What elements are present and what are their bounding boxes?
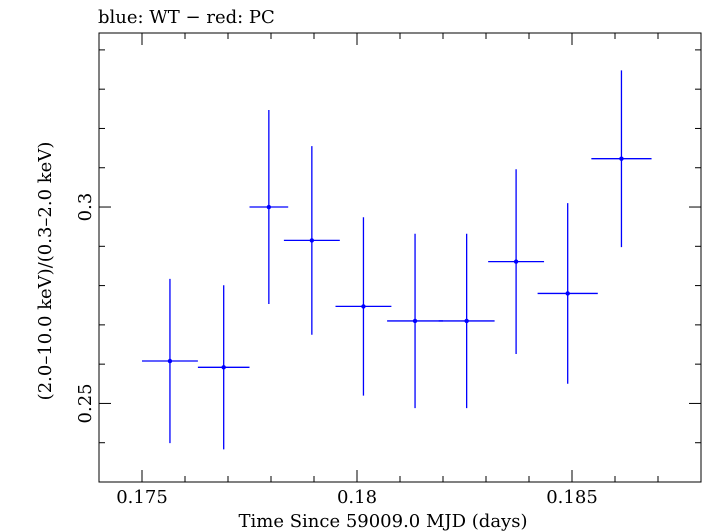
data-marker bbox=[619, 156, 624, 161]
x-tick-label: 0.185 bbox=[546, 487, 598, 508]
data-point bbox=[197, 285, 250, 450]
y-tick-label: 0.25 bbox=[75, 383, 96, 423]
x-axis-label: Time Since 59009.0 MJD (days) bbox=[238, 511, 527, 532]
data-marker bbox=[412, 318, 418, 324]
data-marker bbox=[513, 259, 519, 264]
x-tick-label: 0.18 bbox=[337, 487, 377, 508]
data-point bbox=[537, 203, 598, 384]
data-marker bbox=[309, 238, 315, 243]
data-marker bbox=[361, 304, 366, 309]
y-axis-ticks: 0.25 0.3 bbox=[75, 49, 701, 483]
data-marker bbox=[221, 365, 226, 370]
data-point bbox=[591, 70, 652, 248]
data-marker bbox=[464, 318, 469, 324]
data-series bbox=[142, 70, 652, 450]
data-point bbox=[488, 169, 545, 354]
chart-title: blue: WT − red: PC bbox=[98, 7, 275, 28]
y-tick-label: 0.3 bbox=[75, 193, 96, 222]
data-point bbox=[387, 233, 443, 409]
plot-frame bbox=[98, 32, 702, 483]
data-point bbox=[249, 109, 289, 305]
data-marker bbox=[565, 291, 570, 296]
data-point bbox=[438, 233, 495, 409]
data-marker bbox=[266, 204, 272, 210]
x-tick-label: 0.175 bbox=[116, 487, 168, 508]
data-marker bbox=[167, 358, 173, 364]
x-axis-ticks: 0.175 0.18 0.185 bbox=[98, 33, 702, 508]
data-point bbox=[142, 278, 198, 444]
data-point bbox=[335, 217, 392, 396]
data-point bbox=[283, 146, 340, 335]
y-axis-label: (2.0–10.0 keV)/(0.3–2.0 keV) bbox=[35, 142, 56, 401]
